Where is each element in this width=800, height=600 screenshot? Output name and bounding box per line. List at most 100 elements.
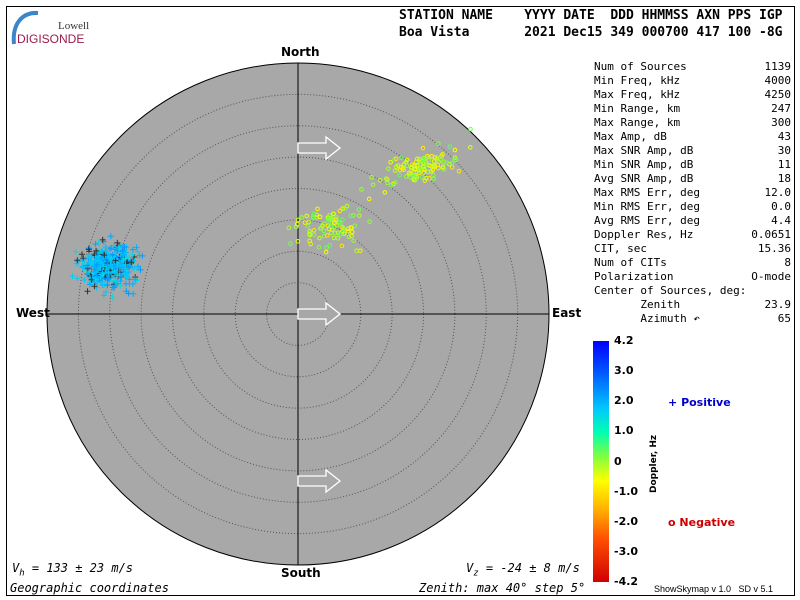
positive-source-marker xyxy=(106,246,113,253)
positive-source-marker xyxy=(80,255,87,262)
positive-source-marker xyxy=(94,279,101,286)
label-north: North xyxy=(281,45,320,59)
stat-label: Avg RMS Err, deg xyxy=(594,214,700,227)
positive-source-marker xyxy=(113,278,120,285)
negative-source-marker xyxy=(317,214,323,220)
stat-label: Max RMS Err, deg xyxy=(594,186,700,199)
negative-source-marker xyxy=(328,230,334,236)
stat-value: 1139 xyxy=(764,60,792,73)
positive-source-marker xyxy=(97,273,104,280)
positive-source-marker xyxy=(86,281,93,288)
negative-source-marker xyxy=(423,160,429,165)
stat-label: Doppler Res, Hz xyxy=(594,228,694,241)
negative-source-marker xyxy=(310,215,316,221)
positive-source-marker xyxy=(81,276,88,283)
stat-row: Max Range, km 300 xyxy=(594,116,791,130)
logo-text-digisonde: DIGISONDE xyxy=(17,32,85,46)
negative-source-marker xyxy=(304,213,309,219)
negative-source-marker xyxy=(311,211,316,217)
negative-source-marker xyxy=(416,168,422,173)
negative-source-marker xyxy=(420,145,426,151)
digisonde-logo: Lowell DIGISONDE xyxy=(10,10,90,48)
negative-source-marker xyxy=(417,156,422,162)
stat-row: CIT, sec 15.36 xyxy=(594,242,791,256)
stat-value: 4.4 xyxy=(771,214,791,227)
positive-source-marker xyxy=(120,251,127,258)
stat-label: Center of Sources, deg: xyxy=(594,284,747,297)
negative-source-marker xyxy=(416,170,422,176)
negative-source-marker xyxy=(337,208,343,214)
stat-row: Max Amp, dB 43 xyxy=(594,130,791,144)
negative-source-marker xyxy=(369,174,374,180)
negative-source-marker xyxy=(311,227,317,233)
negative-source-marker xyxy=(299,215,304,220)
positive-source-marker xyxy=(117,277,124,284)
stat-value: 43 xyxy=(777,130,791,143)
stat-label: Polarization xyxy=(594,270,674,283)
negative-source-marker xyxy=(293,224,299,230)
positive-source-marker xyxy=(99,236,106,243)
negative-source-marker xyxy=(428,168,434,174)
negative-source-marker xyxy=(440,152,445,157)
stat-label: Azimuth ↶ xyxy=(594,312,700,325)
stat-value: O-mode xyxy=(751,270,791,283)
label-south: South xyxy=(281,566,321,580)
negative-source-marker xyxy=(320,223,325,229)
negative-source-marker xyxy=(307,229,312,234)
negative-source-marker xyxy=(412,166,418,172)
stat-row: Max SNR Amp, dB 30 xyxy=(594,144,791,158)
positive-source-marker xyxy=(78,251,85,258)
negative-source-marker xyxy=(440,164,446,170)
positive-source-marker xyxy=(91,283,98,290)
stat-label: Max Amp, dB xyxy=(594,130,667,143)
stat-row: Min Freq, kHz 4000 xyxy=(594,74,791,88)
positive-source-marker xyxy=(132,276,139,283)
colorbar-tick-label: -4.2 xyxy=(614,575,639,588)
colorbar-tick-label: -2.0 xyxy=(614,514,639,528)
positive-source-marker xyxy=(85,246,92,253)
stat-value: 18 xyxy=(777,172,791,185)
negative-source-marker xyxy=(348,225,354,230)
colorbar-tick-label: 2.0 xyxy=(614,394,634,408)
plus-marker-icon: + xyxy=(668,396,678,409)
negative-source-marker xyxy=(340,217,345,222)
positive-source-marker xyxy=(130,290,137,297)
negative-source-marker xyxy=(328,223,333,229)
skymap-plot xyxy=(46,62,550,566)
stat-label: Max Freq, kHz xyxy=(594,88,681,101)
positive-source-marker xyxy=(105,269,112,276)
negative-source-marker xyxy=(444,160,449,166)
positive-source-marker xyxy=(133,244,140,251)
negative-source-marker xyxy=(331,225,337,231)
negative-source-marker xyxy=(422,178,428,183)
colorbar-tick-label: 1.0 xyxy=(614,424,634,438)
negative-source-marker xyxy=(345,229,351,234)
positive-source-marker xyxy=(74,275,81,282)
negative-source-marker xyxy=(388,160,393,165)
positive-source-marker xyxy=(93,276,100,283)
stat-label: Min RMS Err, deg xyxy=(594,200,700,213)
negative-source-marker xyxy=(431,172,436,178)
negative-source-marker xyxy=(432,164,437,170)
positive-source-marker xyxy=(122,269,129,276)
negative-source-marker xyxy=(351,238,356,243)
negative-source-marker xyxy=(393,156,399,162)
stat-label: Max Range, km xyxy=(594,116,681,129)
positive-source-marker xyxy=(86,254,93,261)
positive-source-marker xyxy=(74,257,81,264)
negative-source-marker xyxy=(423,162,429,167)
positive-source-marker xyxy=(119,263,126,270)
stat-value: 0.0 xyxy=(771,200,791,213)
positive-source-marker xyxy=(139,252,146,259)
negative-source-marker xyxy=(424,155,430,161)
positive-source-marker xyxy=(129,246,136,253)
positive-source-marker xyxy=(125,254,132,261)
header-labels: STATION NAME YYYY DATE DDD HHMMSS AXN PP… xyxy=(399,8,783,23)
colorbar-label: Doppler, Hz xyxy=(649,434,659,493)
positive-source-marker xyxy=(75,258,82,265)
negative-source-marker xyxy=(421,170,427,175)
negative-source-marker xyxy=(425,169,431,175)
stat-value: 8 xyxy=(784,256,791,269)
positive-source-marker xyxy=(112,257,119,264)
